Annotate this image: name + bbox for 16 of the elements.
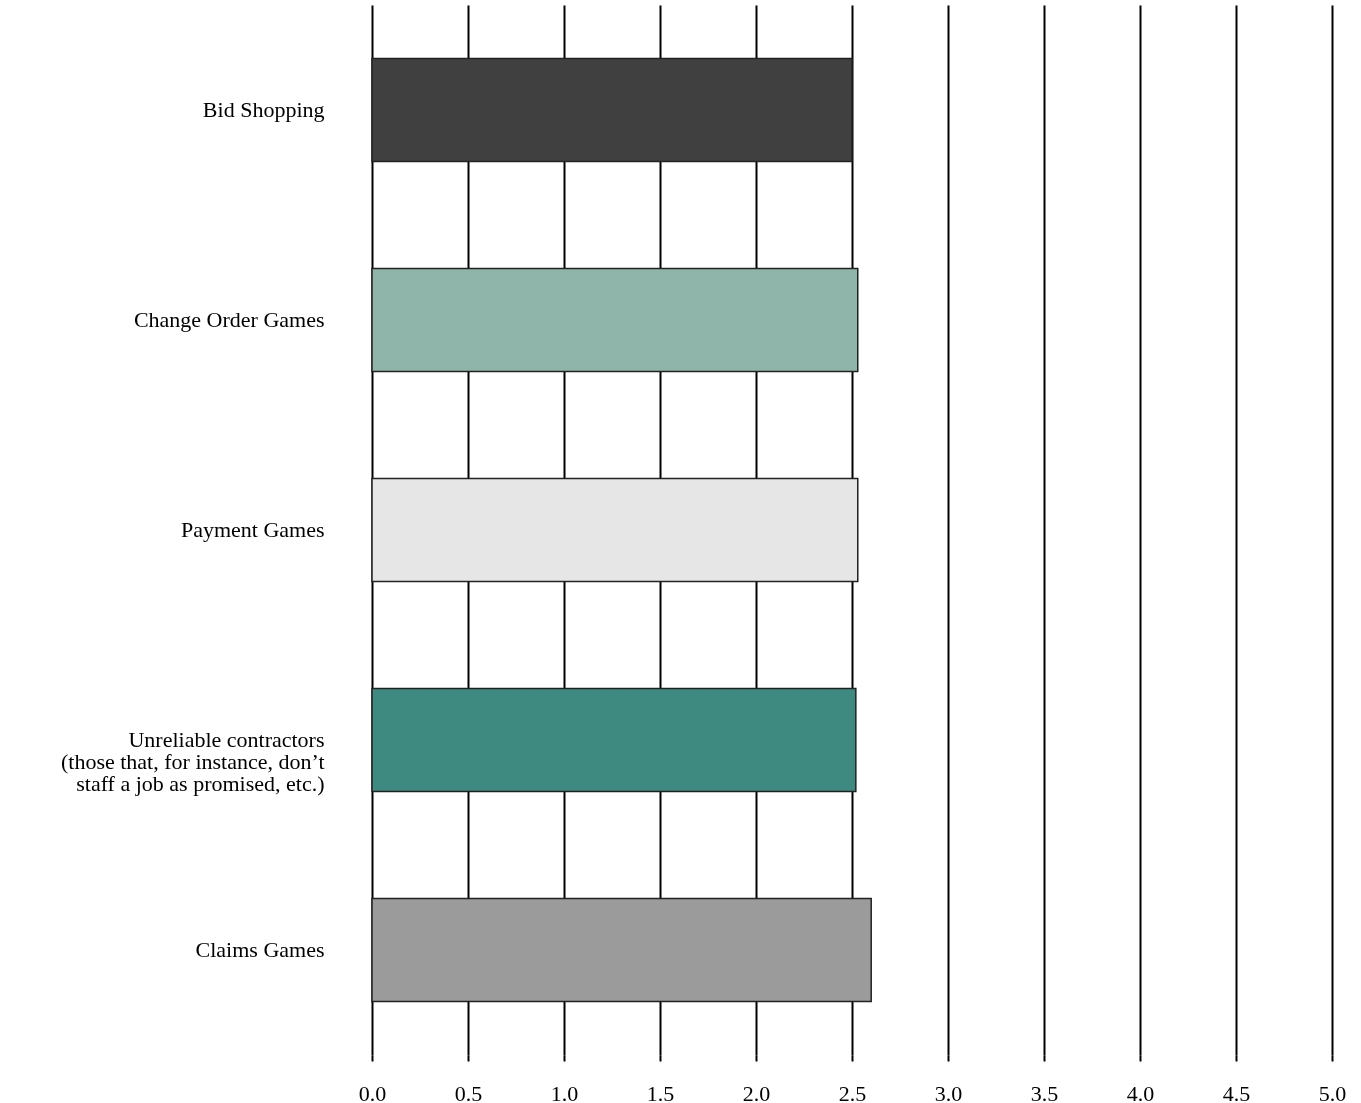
x-tick-label: 0.5	[454, 1080, 483, 1103]
x-tick-label: 1.0	[550, 1080, 579, 1103]
x-tick-label: 3.0	[934, 1080, 963, 1103]
x-tick-label: 3.5	[1030, 1080, 1059, 1103]
y-tick-label: Payment Games	[180, 517, 325, 542]
x-tick-label: 2.5	[838, 1080, 867, 1103]
y-tick-label: Unreliable contractors (those that, for instance, don’t staff a job as promised, etc.)	[60, 727, 325, 796]
x-tick-label: 0.0	[358, 1080, 387, 1103]
x-tick-label: 1.5	[646, 1080, 675, 1103]
y-tick-label: Change Order Games	[133, 307, 325, 332]
x-tick-label: 2.0	[742, 1080, 771, 1103]
y-tick-label: Bid Shopping	[202, 97, 325, 122]
x-tick-label: 4.0	[1126, 1080, 1155, 1103]
x-tick-label: 5.0	[1318, 1080, 1347, 1103]
y-tick-label: Claims Games	[195, 937, 325, 962]
x-tick-label: 4.5	[1222, 1080, 1251, 1103]
